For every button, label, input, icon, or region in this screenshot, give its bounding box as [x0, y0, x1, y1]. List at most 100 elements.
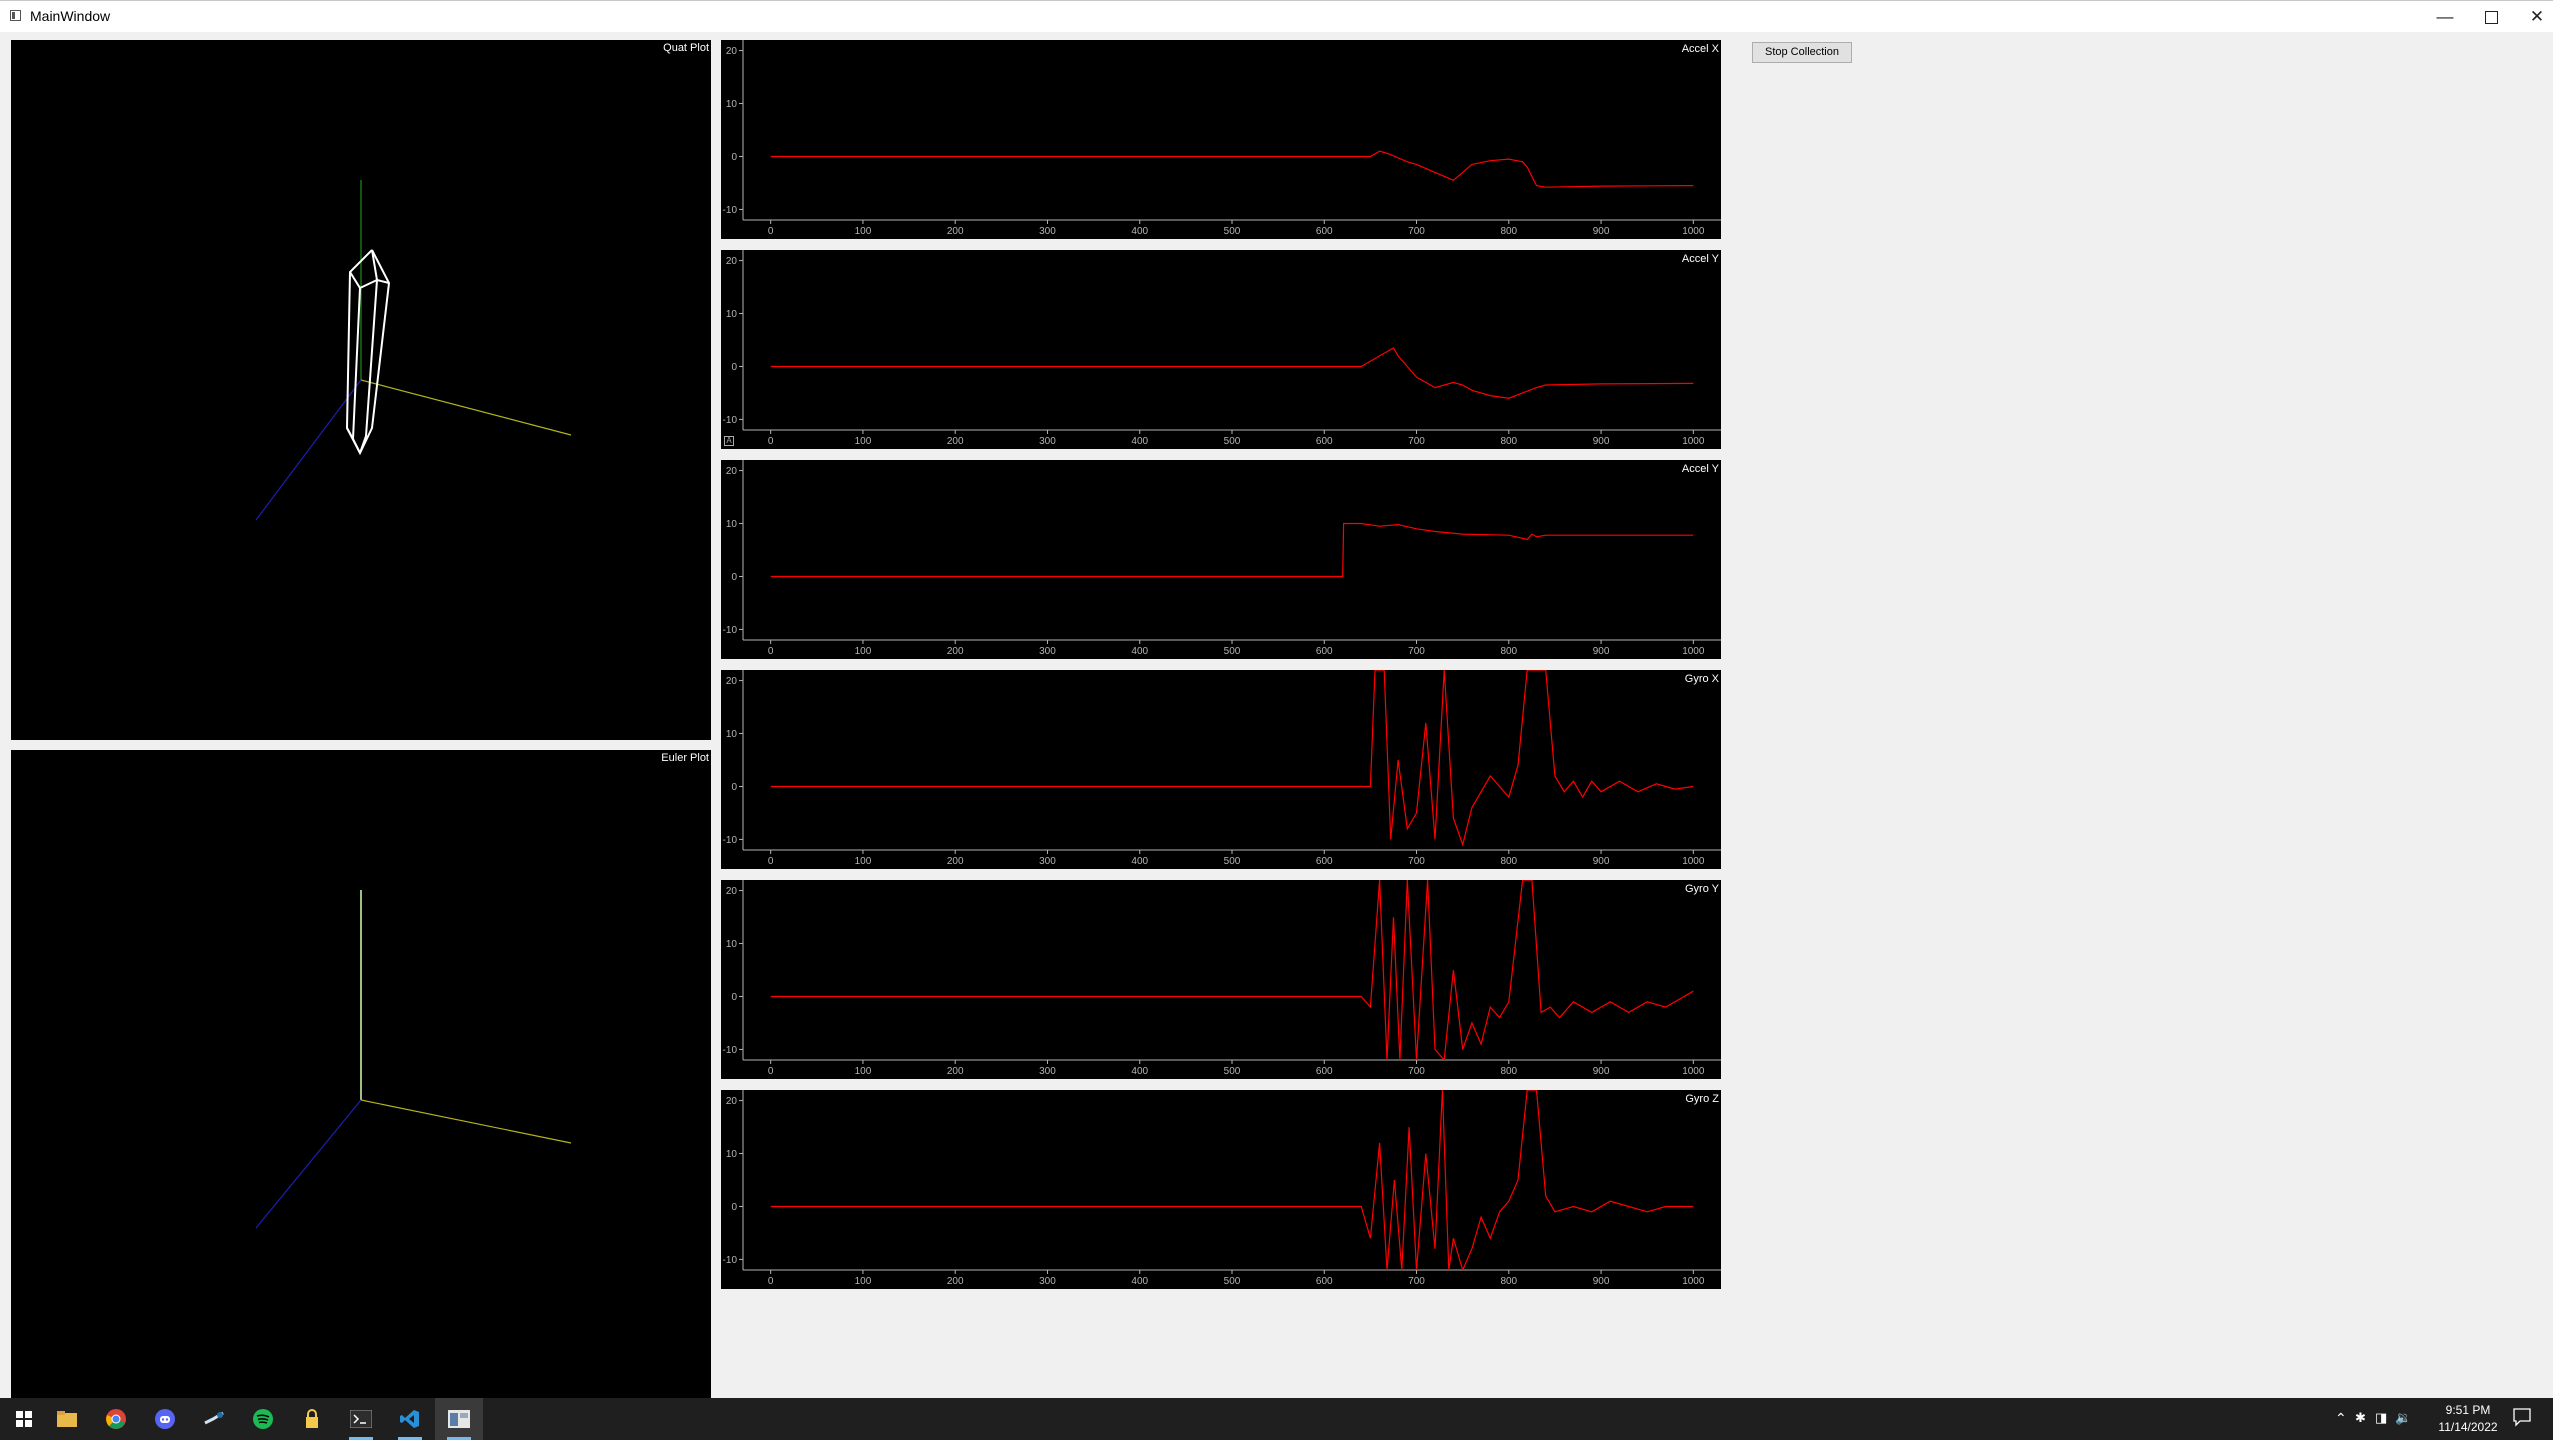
notifications-button[interactable] [2512, 1407, 2536, 1431]
bluetooth-icon[interactable]: ✱ [2355, 1410, 2366, 1425]
quat-z-axis [255, 379, 362, 521]
x-tick-label: 200 [947, 226, 964, 237]
x-tick-label: 800 [1500, 1276, 1517, 1287]
euler-plot-view[interactable]: Euler Plot [11, 750, 711, 1398]
maximize-button[interactable] [2468, 1, 2514, 32]
x-tick-label: 500 [1224, 1276, 1241, 1287]
x-tick-label: 800 [1500, 856, 1517, 867]
orientation-prism-wireframe [345, 249, 391, 456]
x-tick-label: 700 [1408, 856, 1425, 867]
x-tick-label: 1000 [1682, 1066, 1705, 1077]
quat-plot-canvas [255, 180, 572, 521]
x-tick-label: 100 [855, 1276, 872, 1287]
x-tick-label: 800 [1500, 1066, 1517, 1077]
euler-plot-title: Euler Plot [661, 752, 709, 764]
system-tray: ⌃ ✱ ◨ 🔉 [2335, 1398, 2420, 1440]
x-tick-label: 900 [1593, 646, 1610, 657]
plot-title: Accel X [1681, 43, 1719, 55]
accel-y-plot[interactable]: Accel Y 0 100 200 300 400 500 600 700 800 900 1000… [721, 250, 1721, 449]
plot-title: Gyro Y [1684, 883, 1719, 895]
plot-title: Accel Y [1681, 463, 1719, 475]
euler-x-axis [360, 1099, 572, 1144]
clock-date: 11/14/2022 [2438, 1420, 2498, 1434]
x-tick-label: 0 [768, 226, 774, 237]
euler-z-axis [255, 1099, 362, 1229]
y-tick-label: 0 [731, 782, 737, 793]
x-tick-label: 1000 [1682, 646, 1705, 657]
chevron-up-icon[interactable]: ⌃ [2335, 1410, 2347, 1426]
maximize-icon [2484, 11, 2498, 25]
series-line [770, 880, 1694, 1060]
notification-icon [2513, 1408, 2531, 1427]
y-tick-label: 10 [726, 309, 738, 320]
window-title: MainWindow [30, 8, 111, 24]
x-tick-label: 1000 [1682, 436, 1705, 447]
x-tick-label: 500 [1224, 646, 1241, 657]
y-tick-label: -10 [723, 1045, 738, 1056]
taskbar-file-explorer[interactable] [43, 1398, 91, 1440]
x-tick-label: 300 [1039, 1066, 1056, 1077]
window-titlebar[interactable]: MainWindow — ✕ [0, 0, 2553, 32]
x-tick-label: 600 [1316, 856, 1333, 867]
x-tick-label: 500 [1224, 436, 1241, 447]
x-tick-label: 900 [1593, 436, 1610, 447]
app-window-icon [10, 10, 21, 21]
taskbar-discord[interactable] [141, 1398, 189, 1440]
x-tick-label: 400 [1131, 436, 1148, 447]
taskbar-clock[interactable]: 9:51 PM 11/14/2022 [2420, 1402, 2516, 1436]
y-tick-label: -10 [723, 415, 738, 426]
file-explorer-icon [57, 1411, 77, 1427]
x-tick-label: 300 [1039, 856, 1056, 867]
x-tick-label: 200 [947, 646, 964, 657]
y-tick-label: -10 [723, 205, 738, 216]
auto-range-button[interactable]: A [724, 436, 734, 446]
y-tick-label: -10 [723, 835, 738, 846]
y-tick-label: 0 [731, 1202, 737, 1213]
gyro-z-plot[interactable]: Gyro Z 0 100 200 300 400 500 600 700 800 900 1000 2… [721, 1090, 1721, 1289]
y-tick-label: -10 [723, 1255, 738, 1266]
taskbar-lock-app[interactable] [288, 1398, 336, 1440]
gyro-x-plot[interactable]: Gyro X 0 100 200 300 400 500 600 700 800 900 1000 2… [721, 670, 1721, 869]
chrome-icon [106, 1409, 126, 1429]
x-tick-label: 900 [1593, 226, 1610, 237]
series-line [770, 150, 1694, 188]
stop-collection-button[interactable]: Stop Collection [1752, 42, 1852, 63]
y-tick-label: 10 [726, 939, 738, 950]
spotify-icon [253, 1409, 273, 1429]
x-tick-label: 900 [1593, 856, 1610, 867]
x-tick-label: 500 [1224, 226, 1241, 237]
accel-z-plot[interactable]: Accel Y 0 100 200 300 400 500 600 700 800 900 1000… [721, 460, 1721, 659]
quat-plot-view[interactable]: Quat Plot [11, 40, 711, 740]
taskbar-steam[interactable] [190, 1398, 238, 1440]
terminal-icon [350, 1410, 372, 1428]
euler-plot-canvas [255, 890, 572, 1229]
x-tick-label: 700 [1408, 1276, 1425, 1287]
y-tick-label: 20 [726, 676, 738, 687]
x-tick-label: 600 [1316, 1276, 1333, 1287]
minimize-button[interactable]: — [2436, 7, 2454, 26]
taskbar-terminal[interactable] [337, 1398, 385, 1440]
y-tick-label: 20 [726, 466, 738, 477]
volume-icon[interactable]: 🔉 [2395, 1410, 2412, 1425]
taskbar-mainwindow[interactable] [435, 1398, 483, 1440]
taskbar-spotify[interactable] [239, 1398, 287, 1440]
y-tick-label: 20 [726, 886, 738, 897]
x-tick-label: 600 [1316, 1066, 1333, 1077]
network-icon[interactable]: ◨ [2375, 1410, 2388, 1425]
taskbar: ⌃ ✱ ◨ 🔉 9:51 PM 11/14/2022 [0, 1398, 2553, 1440]
close-button[interactable]: ✕ [2529, 7, 2545, 26]
start-button[interactable] [0, 1398, 48, 1440]
x-tick-label: 100 [855, 856, 872, 867]
x-tick-label: 400 [1131, 1066, 1148, 1077]
taskbar-chrome[interactable] [92, 1398, 140, 1440]
gyro-y-plot[interactable]: Gyro Y 0 100 200 300 400 500 600 700 800 900 1000 2… [721, 880, 1721, 1079]
y-tick-label: 10 [726, 1149, 738, 1160]
y-tick-label: 0 [731, 572, 737, 583]
mainwindow-app-icon [448, 1410, 470, 1428]
taskbar-vscode[interactable] [386, 1398, 434, 1440]
y-tick-label: 20 [726, 1096, 738, 1107]
accel-x-plot[interactable]: Accel X 0 100 200 300 400 500 600 700 800 900 1000… [721, 40, 1721, 239]
